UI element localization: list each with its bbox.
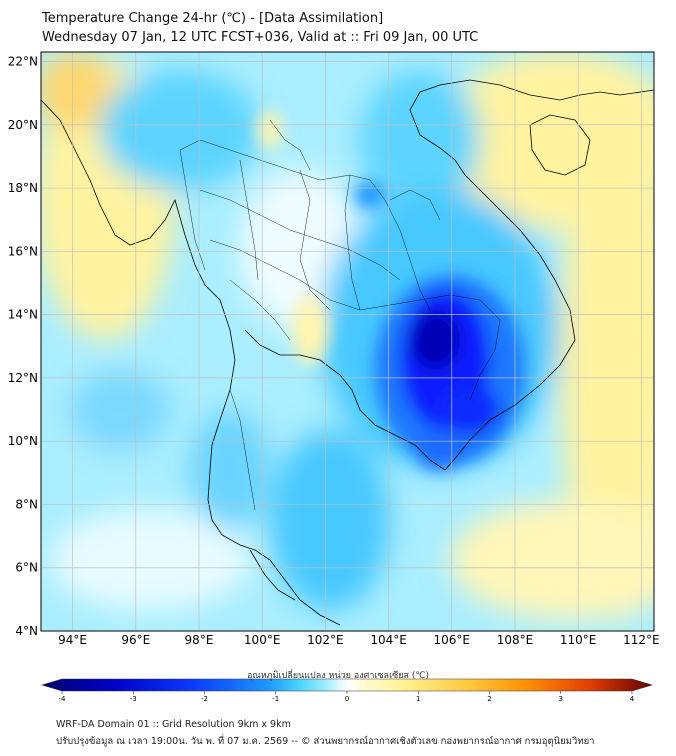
colorbar-tick-label: 0 [345, 695, 349, 703]
colorbar-tick-label: 4 [630, 695, 635, 703]
lon-label: 94°E [58, 633, 87, 647]
map-title: Temperature Change 24-hr (℃) - [Data Ass… [42, 11, 384, 26]
colorbar-tick-label: -1 [272, 695, 279, 703]
latitude-labels: 22°N 20°N 18°N 16°N 14°N 12°N 10°N 8°N 6°N 4°N [8, 54, 38, 638]
lon-label: 102°E [307, 633, 344, 647]
colorbar-label: อุณหภูมิเปลี่ยนแปลง หน่วย องศาเซลเซียส (… [246, 671, 430, 681]
lon-label: 96°E [121, 633, 150, 647]
lat-label: 20°N [8, 118, 38, 132]
lon-label: 110°E [560, 633, 597, 647]
lon-label: 98°E [185, 633, 214, 647]
lat-label: 14°N [8, 308, 38, 322]
coastlines [41, 79, 654, 626]
colorbar-tick-label: -2 [201, 695, 208, 703]
lat-label: 22°N [8, 54, 38, 68]
footer-update-info: ปรับปรุงข้อมูล ณ เวลา 19:00น. วัน พ. ที่… [56, 736, 595, 747]
lon-label: 100°E [244, 633, 281, 647]
lat-label: 10°N [8, 434, 38, 448]
lat-label: 18°N [8, 181, 38, 195]
temperature-field [41, 52, 654, 631]
lon-label: 104°E [370, 633, 407, 647]
map-frame [40, 51, 655, 632]
lat-label: 16°N [8, 244, 38, 258]
longitude-labels: 94°E 96°E 98°E 100°E 102°E 104°E 106°E 108°E 110… [58, 633, 659, 647]
lon-label: 112°E [623, 633, 660, 647]
colorbar-tick-label: -3 [130, 695, 137, 703]
lat-label: 4°N [15, 624, 38, 638]
colorbar-tick-label: 3 [559, 695, 563, 703]
lat-label: 6°N [15, 561, 38, 575]
lon-label: 106°E [434, 633, 471, 647]
colorbar-tick-label: -4 [59, 695, 67, 703]
lat-label: 8°N [15, 497, 38, 511]
map-subtitle: Wednesday 07 Jan, 12 UTC FCST+036, Valid… [42, 30, 479, 45]
lon-label: 108°E [497, 633, 534, 647]
colorbar-tick-label: 2 [487, 695, 491, 703]
footer-domain-info: WRF-DA Domain 01 :: Grid Resolution 9km … [56, 719, 291, 730]
colorbar-ticks: -4 -3 -2 -1 0 1 2 3 4 [59, 691, 635, 703]
province-borders [179, 119, 501, 511]
colorbar-tick-label: 1 [416, 695, 420, 703]
graticule [41, 52, 654, 631]
colorbar: -4 -3 -2 -1 0 1 2 3 4 [40, 678, 654, 703]
lat-label: 12°N [8, 371, 38, 385]
